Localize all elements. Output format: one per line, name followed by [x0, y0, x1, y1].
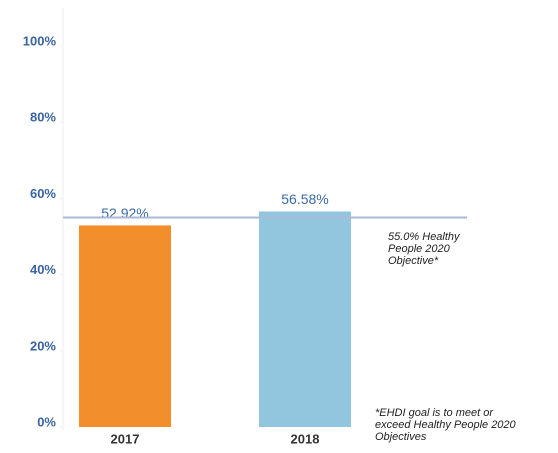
x-tick-label: 2017	[111, 431, 140, 446]
y-tick-label: 60%	[30, 186, 56, 201]
y-tick-label: 40%	[30, 262, 56, 277]
footnote: *EHDI goal is to meet or exceed Healthy …	[375, 407, 516, 443]
y-tick-label: 100%	[23, 34, 57, 49]
reference-label: 55.0% Healthy People 2020 Objective*	[388, 231, 460, 267]
x-tick-label: 2018	[291, 431, 320, 446]
value-label: 52.92%	[101, 205, 148, 221]
bar	[259, 211, 351, 427]
bar	[79, 225, 171, 427]
y-tick-label: 0%	[37, 414, 56, 429]
value-label: 56.58%	[281, 191, 328, 207]
y-tick-label: 20%	[30, 338, 56, 353]
y-tick-label: 80%	[30, 110, 56, 125]
